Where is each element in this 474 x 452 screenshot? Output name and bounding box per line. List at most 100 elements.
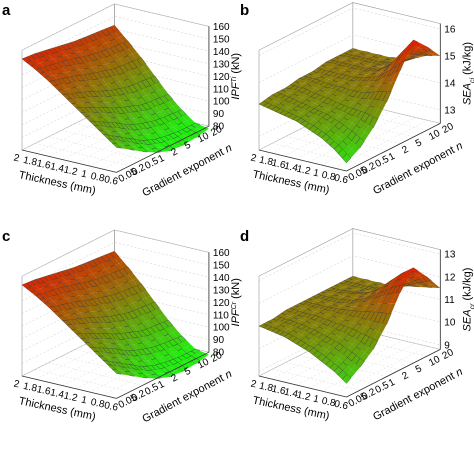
surface-patch [116,366,126,372]
surface-patch [119,283,129,291]
surface-patch [335,109,345,116]
surface-patch [368,63,377,67]
surface-patch [373,57,382,61]
surface-patch [48,75,58,81]
surface-patch [48,53,58,59]
x-tick-label: 0.6 [103,400,119,414]
surface-patch [413,42,423,48]
panel-letter: c [2,228,10,245]
surface-patch [340,314,350,320]
surface-patch [71,307,80,314]
surface-patch [272,96,281,102]
surface-patch [141,321,151,330]
surface-patch [329,291,339,296]
surface-patch [374,77,384,86]
surface-patch [155,337,165,345]
surface-patch [298,79,308,84]
z-tick-label: 160 [213,22,230,33]
surface-patch [105,267,115,274]
surface-patch [322,120,331,128]
surface-patch [48,279,58,285]
floor-gridline [89,345,183,393]
surface-patch [418,273,427,279]
surface-patch [155,131,165,138]
surface-patch [382,82,392,92]
surface-patch [102,328,112,334]
floor-gridline [35,369,130,393]
surface-patch [321,293,330,297]
surface-patch [382,313,392,325]
surface-patch [338,354,348,363]
surface-patch [337,70,347,75]
x-tick-label: 1.4 [49,387,65,401]
surface-patch [379,294,388,304]
surface-patch [339,111,349,118]
surface-patch [137,110,147,117]
surface-patch [182,363,192,369]
surface-patch [298,92,307,98]
z-gridline [21,304,209,352]
surface-patch [365,280,374,284]
surface-patch [347,122,357,132]
surface-patch [124,128,134,135]
surface-patch [155,308,164,316]
y-axis-line [346,123,441,172]
floor-gridline [62,339,156,386]
surface-patch [346,369,356,379]
surface-patch [88,311,98,318]
surface-patch [427,53,437,56]
surface-patch [35,289,45,295]
surface-patch [284,324,294,329]
z-tick-label: 110 [213,310,229,321]
surface-patch [334,359,343,367]
surface-patch [74,272,84,278]
surface-patch [182,114,191,121]
surface-patch [44,280,53,287]
surface-patch [133,98,142,106]
surface-patch [133,117,143,124]
surface-patch [137,315,147,323]
surface-patch [102,112,112,118]
z-gridline [21,28,209,76]
surface-patch [114,256,124,264]
surface-patch [379,66,389,73]
surface-patch [375,71,384,77]
surface-patch [102,126,112,132]
surface-patch [348,322,358,329]
surface-patch [106,309,116,317]
surface [21,250,209,379]
surface-patch [311,311,320,316]
surface-patch [57,67,67,74]
surface-patch [352,277,362,281]
x-tick-label: 0.6 [103,174,119,188]
surface-patch [150,106,160,114]
surface-patch [61,49,71,56]
surface-patch [312,297,321,301]
surface-patch [138,143,148,149]
surface-patch [84,61,93,68]
surface-patch [369,107,379,117]
surface-patch [307,299,317,304]
z-tick-label: 130 [213,285,230,296]
surface-patch [284,102,294,108]
surface-patch [107,131,117,137]
surface-patch [342,365,352,375]
surface-patch [335,336,344,344]
surface-patch [115,118,125,125]
surface [258,39,441,164]
surface-patch [352,49,362,53]
surface-patch [151,352,161,359]
surface-patch [365,320,375,329]
surface-patch [297,329,306,335]
z-tick-label: 120 [213,298,230,309]
surface-patch [102,322,112,329]
surface-patch [101,261,111,269]
surface-patch [96,263,106,271]
chart-panel-d: d2 1.81.61.41.2 1 0.80.60.050.20.5125102091… [240,228,474,423]
surface-patch [296,334,306,341]
surface-patch [89,328,98,334]
surface-patch [316,298,326,302]
surface-patch [114,59,124,67]
surface-patch [159,109,169,117]
surface-patch [298,308,308,313]
